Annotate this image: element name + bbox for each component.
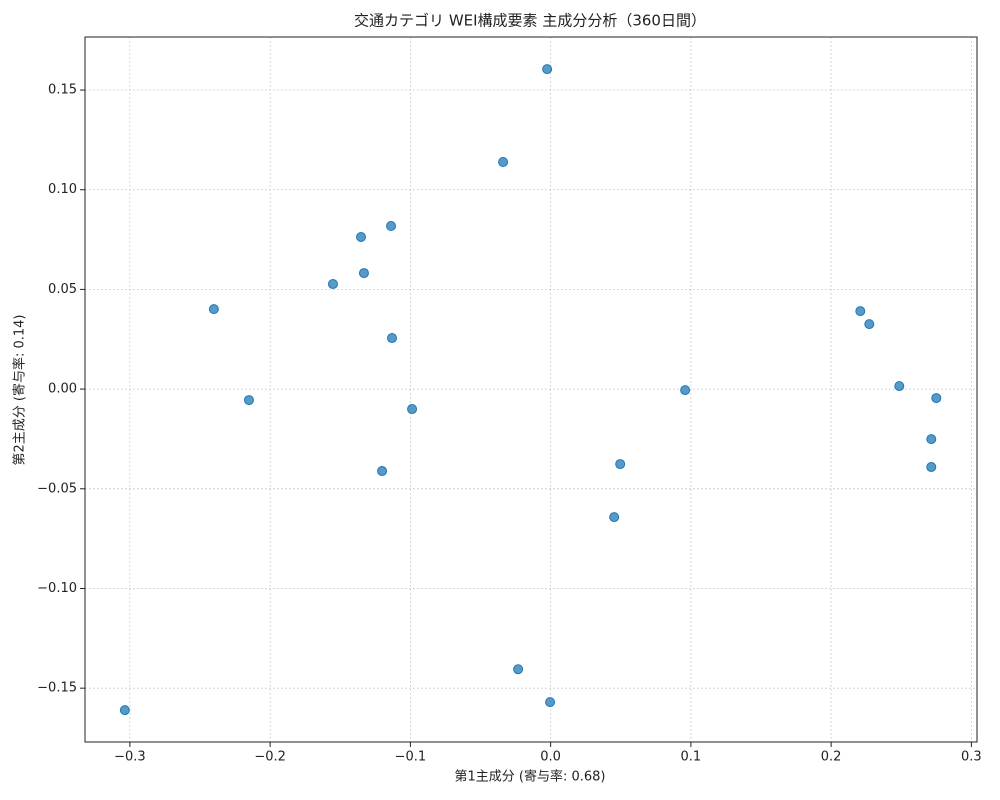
point: [680, 385, 691, 396]
point: [356, 231, 367, 242]
point: [208, 304, 219, 315]
point: [498, 157, 509, 168]
point: [327, 279, 338, 290]
y-axis-label: 第2主成分 (寄与率: 0.14): [12, 314, 28, 465]
x-tick-label: 0.0: [540, 750, 561, 765]
chart-title: 交通カテゴリ WEI構成要素 主成分分析（360日間）: [354, 12, 706, 30]
point: [926, 434, 937, 445]
point: [377, 466, 388, 477]
point: [926, 462, 937, 473]
point: [864, 319, 875, 330]
x-tick-label: 0.2: [821, 750, 842, 765]
point: [407, 404, 418, 415]
x-tick-label: −0.2: [254, 750, 286, 765]
point: [609, 512, 620, 523]
x-axis-label: 第1主成分 (寄与率: 0.68): [454, 769, 605, 785]
y-tick-label: −0.10: [37, 581, 77, 596]
point: [615, 459, 626, 470]
point: [545, 697, 556, 708]
plot-frame: [84, 36, 978, 743]
x-tick-label: 0.1: [681, 750, 702, 765]
point: [243, 395, 254, 406]
y-tick-label: 0.10: [48, 182, 77, 197]
x-tick-label: −0.3: [114, 750, 146, 765]
y-tick-label: 0.05: [48, 282, 77, 297]
point: [358, 268, 369, 279]
y-tick-label: 0.00: [48, 382, 77, 397]
point: [386, 221, 397, 232]
y-tick-label: 0.15: [48, 83, 77, 98]
point: [931, 393, 942, 404]
point: [513, 664, 524, 675]
point: [387, 333, 398, 344]
point: [542, 64, 553, 75]
point: [855, 306, 866, 317]
point: [119, 705, 130, 716]
y-tick-label: −0.05: [37, 481, 77, 496]
point: [894, 381, 905, 392]
x-tick-label: −0.1: [395, 750, 427, 765]
x-tick-label: 0.3: [961, 750, 982, 765]
y-tick-label: −0.15: [37, 681, 77, 696]
